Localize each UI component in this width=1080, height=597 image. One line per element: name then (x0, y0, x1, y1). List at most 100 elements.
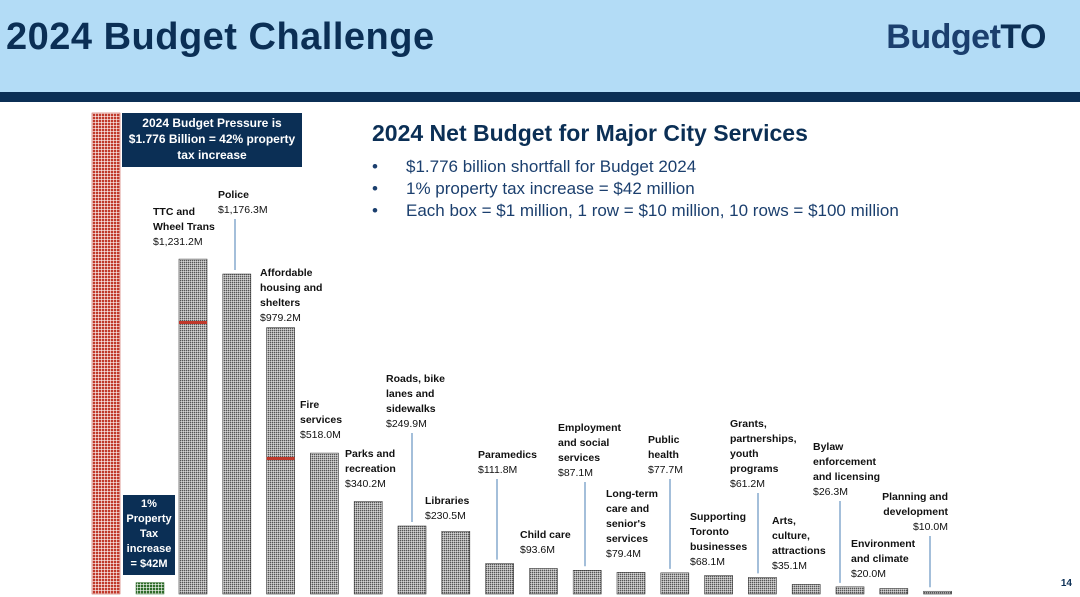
service-bar (616, 572, 646, 595)
service-label: Libraries (425, 495, 470, 507)
tax-increase-callout: 1% Property Tax increase = $42M (123, 495, 175, 575)
callout-line: Property (126, 513, 172, 525)
tax-increase-bar (135, 582, 165, 595)
service-value-label: $61.2M (730, 478, 765, 490)
service-label: sidewalks (386, 403, 436, 415)
service-label: care and (606, 503, 649, 515)
service-value-label: $79.4M (606, 548, 641, 560)
callout-line: $1.776 Billion = 42% property (128, 132, 296, 146)
service-label: Toronto (690, 526, 729, 538)
service-label: enforcement (813, 456, 877, 468)
service-label: youth (730, 448, 759, 460)
service-value-label: $518.0M (300, 429, 341, 441)
service-label: Fire (300, 399, 319, 411)
service-bar (222, 273, 252, 595)
bullet-item: • 1% property tax increase = $42 million (372, 179, 695, 198)
service-label: partnerships, (730, 433, 797, 445)
header-banner (0, 0, 1080, 92)
service-bar (835, 586, 865, 595)
service-value-label: $10.0M (913, 521, 948, 533)
service-value-label: $68.1M (690, 556, 725, 568)
callout-line: 2024 Budget Pressure is (142, 116, 282, 130)
service-label: Parks and (345, 448, 395, 460)
service-label: culture, (772, 530, 810, 542)
callout-line: = $42M (130, 558, 168, 570)
service-value-label: $1,176.3M (218, 204, 268, 216)
service-bar (485, 563, 514, 595)
service-value-label: $87.1M (558, 467, 593, 479)
service-bar (791, 584, 821, 595)
service-label: services (300, 414, 342, 426)
service-value-label: $93.6M (520, 544, 555, 556)
service-bar (178, 258, 208, 595)
page-title: 2024 Budget Challenge (6, 16, 435, 58)
service-label: Long-term (606, 488, 658, 500)
budget-pressure-bar (91, 112, 121, 595)
service-label: lanes and (386, 388, 434, 400)
service-label: recreation (345, 463, 396, 475)
service-value-label: $249.9M (386, 418, 427, 430)
bullet-text: 1% property tax increase = $42 million (406, 179, 695, 198)
service-label: and social (558, 437, 609, 449)
service-label: Roads, bike (386, 373, 445, 385)
budget-pressure-callout: 2024 Budget Pressure is $1.776 Billion =… (122, 113, 302, 167)
service-bar (704, 575, 733, 595)
service-value-label: $1,231.2M (153, 236, 203, 248)
service-label: Paramedics (478, 449, 537, 461)
header-rule (0, 92, 1080, 102)
callout-line: increase (126, 543, 172, 555)
service-bar (879, 588, 909, 595)
service-label: Planning and (882, 491, 948, 503)
bullet-text: $1.776 billion shortfall for Budget 2024 (406, 157, 697, 176)
service-label: businesses (690, 541, 747, 553)
service-bar (660, 572, 690, 595)
service-label: and climate (851, 553, 909, 565)
callout-line: tax increase (177, 148, 247, 162)
service-bar (310, 452, 339, 595)
service-label: attractions (772, 545, 826, 557)
service-label: housing and (260, 282, 322, 294)
service-label: Supporting (690, 511, 746, 523)
service-bar (441, 531, 471, 595)
service-label: Grants, (730, 418, 767, 430)
service-label: health (648, 449, 679, 461)
bullet-list: • $1.776 billion shortfall for Budget 202… (372, 156, 899, 222)
service-value-label: $26.3M (813, 486, 848, 498)
service-label: and licensing (813, 471, 880, 483)
callout-line: Tax (139, 528, 159, 540)
service-label: TTC and (153, 206, 195, 218)
service-value-label: $340.2M (345, 478, 386, 490)
service-label: Child care (520, 529, 571, 541)
bullet-item: • $1.776 billion shortfall for Budget 202… (372, 157, 697, 176)
service-value-label: $35.1M (772, 560, 807, 572)
service-label: shelters (260, 297, 300, 309)
service-label: Police (218, 189, 249, 201)
service-value-label: $111.8M (478, 464, 517, 476)
service-bar (397, 525, 427, 595)
service-label: Employment (558, 422, 622, 434)
service-value-label: $230.5M (425, 510, 466, 522)
service-label: senior's (606, 518, 646, 530)
service-label: Environment (851, 538, 916, 550)
service-bar (923, 590, 952, 595)
service-label: services (558, 452, 600, 464)
service-bar (529, 568, 558, 595)
service-value-label: $979.2M (260, 312, 301, 324)
service-label: Arts, (772, 515, 796, 527)
service-value-label: $77.7M (648, 464, 683, 476)
service-bar (572, 570, 602, 595)
bullet-text: Each box = $1 million, 1 row = $10 milli… (406, 201, 899, 220)
bullet-item: • Each box = $1 million, 1 row = $10 mill… (372, 201, 899, 220)
callout-line: 1% (141, 498, 157, 510)
page-number: 14 (1060, 578, 1072, 589)
service-bar (748, 577, 777, 595)
budgetto-logo: BudgetTO (886, 18, 1046, 57)
logo-text-budget: Budget (886, 18, 1001, 56)
tax-threshold-marker (266, 457, 295, 460)
service-bar (266, 327, 295, 595)
service-value-label: $20.0M (851, 568, 886, 580)
service-label: Wheel Trans (153, 221, 215, 233)
service-label: services (606, 533, 648, 545)
chart-title: 2024 Net Budget for Major City Services (372, 120, 808, 146)
